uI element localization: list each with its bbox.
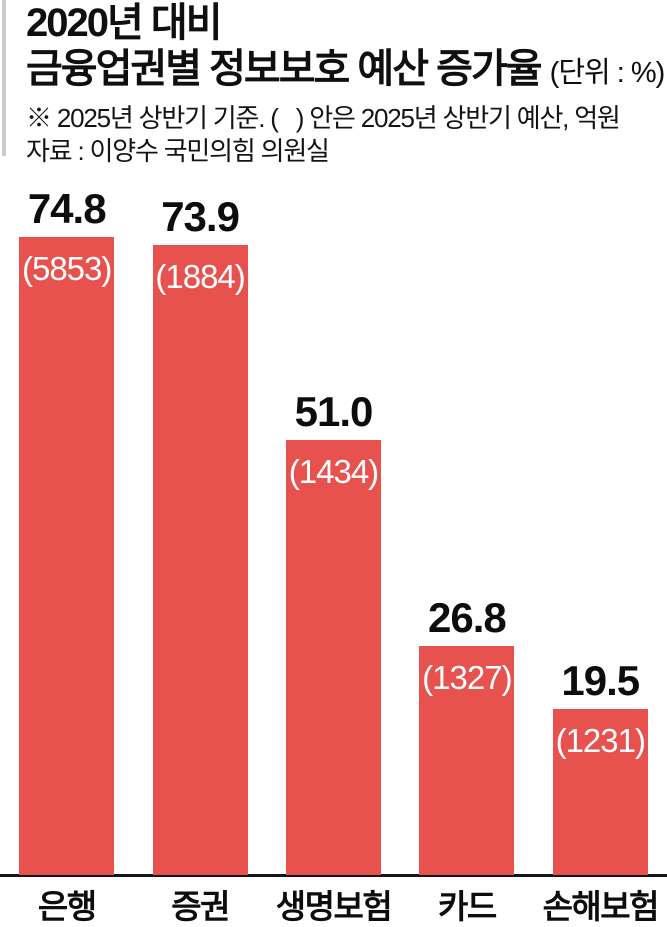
value-label: 19.5 [561,657,640,704]
bar-amount-label: (1327) [422,659,512,696]
bar-amount-label: (1884) [155,258,245,295]
bar-group-3: 51.0 (1434) 생명보험 [267,388,400,924]
category-label: 카드 [438,888,497,925]
bar: (5853) [19,237,115,875]
bar-amount-label: (1434) [288,453,379,490]
bar-amount-label: (1231) [555,722,646,759]
chart-baseline [0,874,667,877]
chart-header: 2020년 대비 금융업권별 정보보호 예산 증가율 (단위 : %) ※ 20… [26,0,665,169]
bar-group-2: 73.9 (1884) 증권 [133,193,266,923]
value-label: 51.0 [294,388,374,435]
bar: (1231) [552,709,648,875]
value-label: 74.8 [27,185,107,232]
category-label: 은행 [37,888,97,925]
chart-title-line2-row: 금융업권별 정보보호 예산 증가율 (단위 : %) [26,46,665,92]
left-edge-rule [2,0,6,156]
chart-source: 자료 : 이양수 국민의힘 의원실 [26,136,330,167]
bar-group-4: 26.8 (1327) 카드 [400,594,533,923]
bar: (1327) [419,646,515,875]
chart-title-line2: 금융업권별 정보보호 예산 증가율 [26,47,543,91]
bar-group-5: 19.5 (1231) 손해보험 [534,657,667,924]
unit-note: (단위 : %) [549,57,666,89]
category-label: 증권 [171,888,230,925]
bar: (1884) [152,245,248,875]
bar-amount-label: (5853) [21,250,112,287]
category-label: 손해보험 [542,888,660,925]
category-label: 생명보험 [275,888,393,925]
value-label: 26.8 [428,594,507,641]
chart-note: ※ 2025년 상반기 기준. ( ) 안은 2025년 상반기 예산, 억원 [26,103,621,133]
bar-group-1: 74.8 (5853) 은행 [0,185,133,923]
bar: (1434) [285,440,381,875]
chart-title-line1: 2020년 대비 [26,1,223,45]
value-label: 73.9 [161,193,240,240]
